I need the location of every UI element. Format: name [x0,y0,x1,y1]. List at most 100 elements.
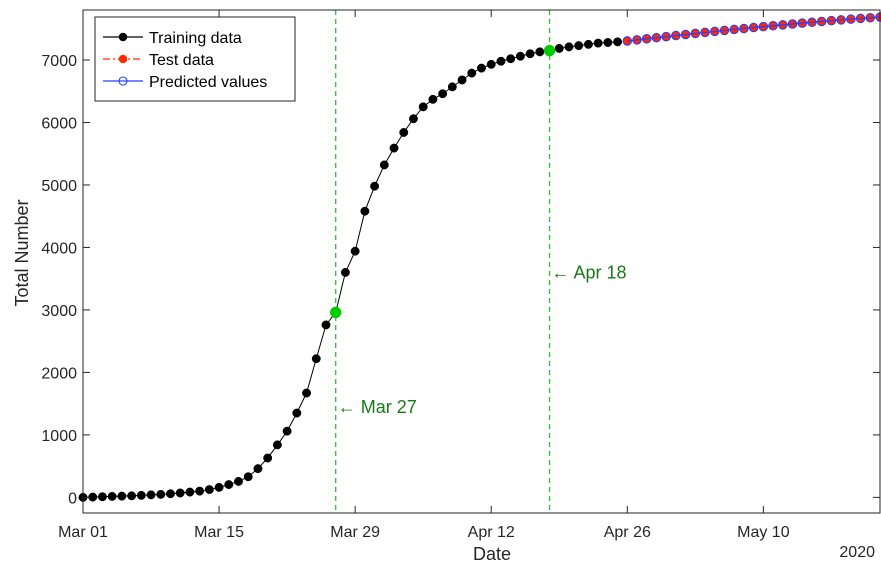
point-predicted [758,21,769,32]
x-tick-label: Apr 12 [468,524,515,541]
legend-label-training: Training data [149,30,242,47]
point-training [535,47,545,57]
point-predicted [700,27,710,38]
point-predicted [739,23,749,34]
legend-box [94,16,296,102]
point-training [457,75,467,85]
point-training [515,51,525,61]
legend-entry-test: Test data [103,52,214,69]
point-training [282,426,292,436]
point-training [195,486,205,496]
legend-entry-training: Training data [103,30,242,47]
point-training [506,54,516,64]
point-training [156,489,166,499]
point-predicted [719,25,730,36]
point-training [564,42,574,52]
y-tick-label: 3000 [41,303,77,320]
point-predicted [826,15,837,26]
point-predicted [846,14,856,24]
series-line-predicted [627,16,881,42]
y-tick-label: 5000 [41,178,77,195]
point-training [263,453,273,463]
point-training [593,38,603,48]
point-training [243,472,253,482]
point-training [583,39,593,49]
point-predicted [816,16,827,27]
point-predicted [641,33,652,44]
annotation-label: ← Apr 18 [552,262,627,282]
point-training [409,114,418,124]
point-training [350,246,360,256]
point-predicted [680,29,691,40]
point-training [418,102,428,112]
point-training [166,489,175,499]
point-predicted [836,15,846,25]
x-tick-label: Mar 15 [194,524,244,541]
annotation-label: ← Mar 27 [338,397,417,417]
point-training [97,492,107,502]
y-tick-label: 0 [68,490,77,507]
point-training [272,440,282,450]
point-training [175,488,185,498]
point-predicted [622,36,633,46]
series-predicted [622,12,881,46]
x-tick-label: Apr 26 [604,524,651,541]
point-predicted [778,20,788,30]
point-training [574,41,584,51]
point-training [554,43,564,53]
highlight-layer [329,44,556,319]
point-training [146,490,156,500]
legend-entry-predicted: Predicted values [103,74,267,91]
point-training [185,487,195,497]
point-training [224,480,234,490]
point-training [613,37,623,47]
y-axis-label: Total Number [12,199,32,306]
point-training [370,181,380,191]
point-training [467,68,477,78]
point-predicted [797,18,807,28]
point-training [360,206,370,216]
point-training [603,38,613,47]
x-tick-label: Mar 01 [58,524,108,541]
point-training [234,476,243,486]
point-predicted [729,24,739,35]
y-tick-label: 4000 [41,240,77,257]
point-training [525,49,535,59]
point-training [379,160,389,170]
point-predicted [855,13,866,24]
point-training [496,56,506,66]
point-training [311,354,321,364]
point-training [447,82,457,92]
highlight-point [543,44,556,57]
point-predicted [661,31,671,42]
point-training [107,491,117,501]
point-training [253,464,263,474]
point-training [214,482,224,492]
legend-marker-training [118,32,128,42]
point-predicted [710,26,720,37]
x-tick-label: May 10 [737,524,790,541]
highlight-point [329,306,342,319]
point-training [117,491,127,501]
legend-marker-test [118,54,128,64]
point-training [399,128,409,137]
point-training [477,63,486,73]
point-training [204,485,214,495]
series-training [78,37,623,502]
legend-label-predicted: Predicted values [149,74,267,91]
annotation-layer: ← Mar 27 ← Apr 18 [338,262,627,416]
point-predicted [748,22,759,33]
point-training [428,94,438,104]
legend-marker-predicted [118,76,128,86]
axes-box [82,9,881,514]
y-tick-label: 2000 [41,365,77,382]
y-tick-label: 1000 [41,428,77,445]
point-training [136,490,146,500]
y-tick-label: 7000 [41,53,77,70]
reference-lines [335,10,551,513]
point-training [438,89,448,99]
point-predicted [787,19,798,29]
x-tick-label: Mar 29 [330,524,380,541]
point-training [340,267,350,277]
